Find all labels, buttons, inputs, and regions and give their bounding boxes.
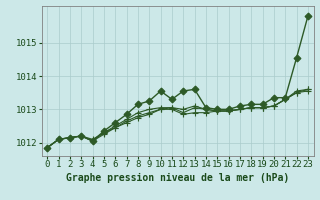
X-axis label: Graphe pression niveau de la mer (hPa): Graphe pression niveau de la mer (hPa) [66,173,289,183]
